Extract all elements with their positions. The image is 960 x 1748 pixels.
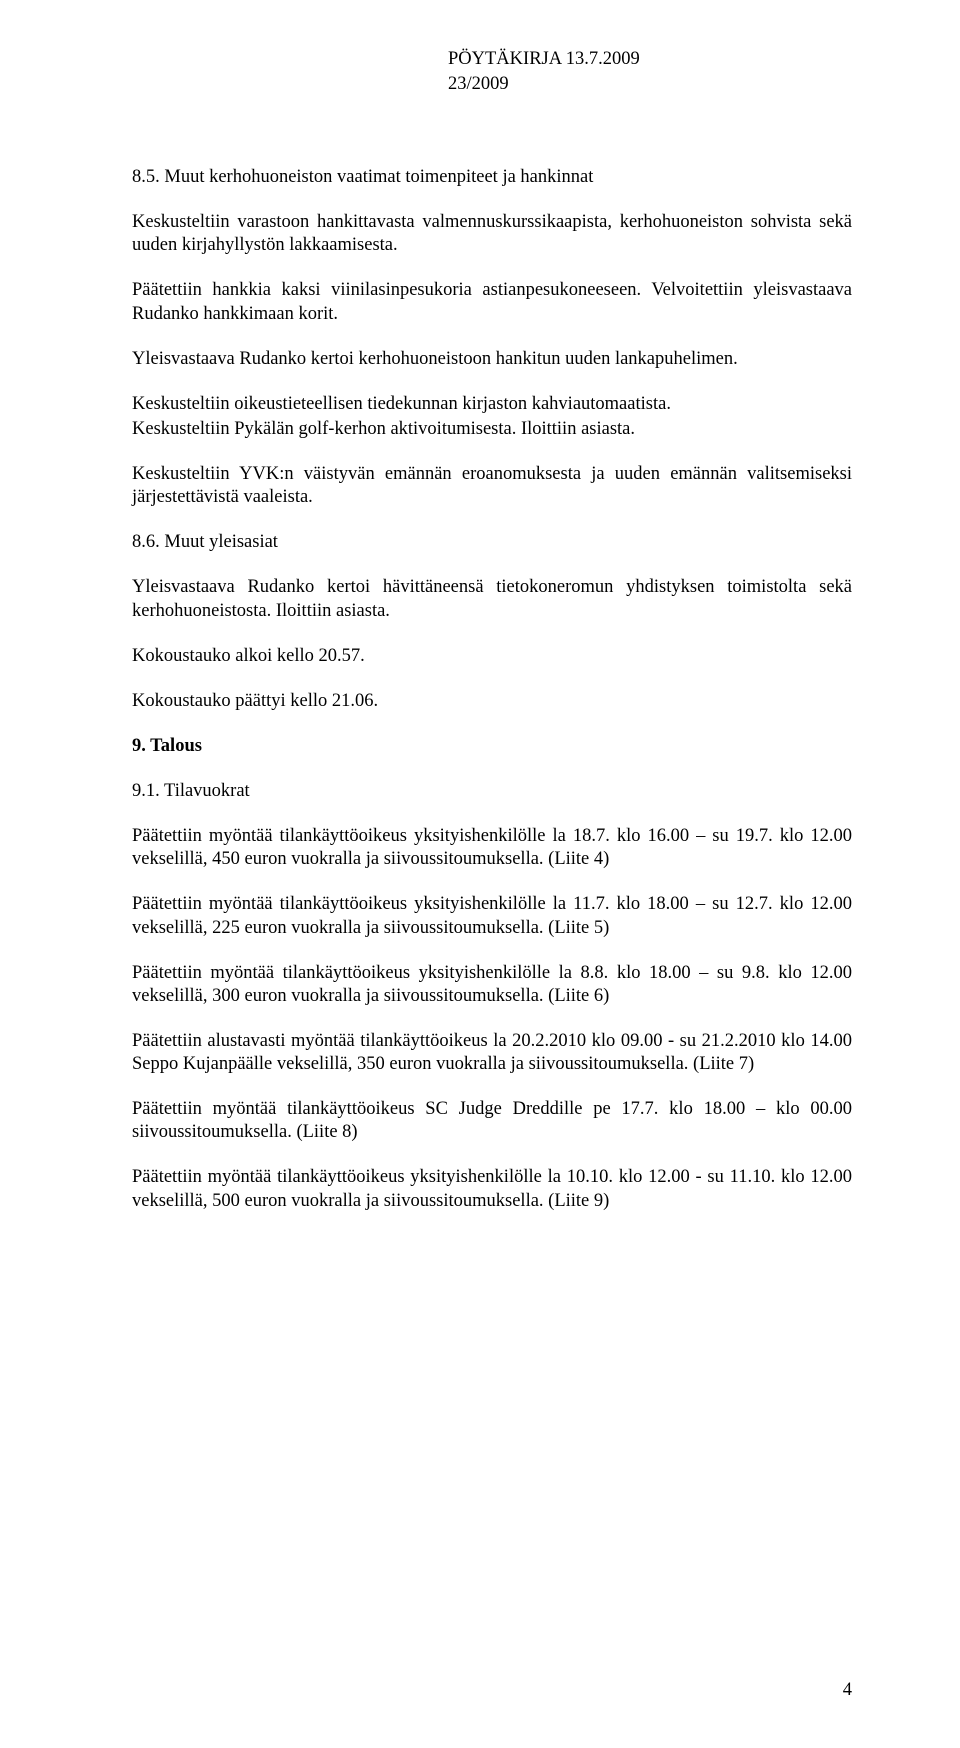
paragraph: Päätettiin myöntää tilankäyttöoikeus SC … [132,1098,852,1144]
paragraph: Päätettiin hankkia kaksi viinilasinpesuk… [132,279,852,325]
paragraph: Yleisvastaava Rudanko kertoi hävittäneen… [132,576,852,622]
paragraph: Kokoustauko alkoi kello 20.57. [132,645,852,668]
section-9-1-title: 9.1. Tilavuokrat [132,780,852,803]
paragraph: Keskusteltiin Pykälän golf-kerhon aktivo… [132,418,852,441]
section-8-5-title: 8.5. Muut kerhohuoneiston vaatimat toime… [132,166,852,189]
paragraph: Yleisvastaava Rudanko kertoi kerhohuonei… [132,348,852,371]
paragraph: Päätettiin myöntää tilankäyttöoikeus yks… [132,1166,852,1212]
header-line-2: 23/2009 [448,73,640,96]
paragraph: Päätettiin alustavasti myöntää tilankäyt… [132,1030,852,1076]
page-number: 4 [843,1679,852,1702]
section-8-6-title: 8.6. Muut yleisasiat [132,531,852,554]
paragraph: Kokoustauko päättyi kello 21.06. [132,690,852,713]
section-9-title: 9. Talous [132,735,852,758]
paragraph: Keskusteltiin varastoon hankittavasta va… [132,211,852,257]
paragraph: Päätettiin myöntää tilankäyttöoikeus yks… [132,893,852,939]
paragraph: Päätettiin myöntää tilankäyttöoikeus yks… [132,962,852,1008]
paragraph: Keskusteltiin YVK:n väistyvän emännän er… [132,463,852,509]
header-line-1: PÖYTÄKIRJA 13.7.2009 [448,48,640,71]
header-block: PÖYTÄKIRJA 13.7.2009 23/2009 [448,48,640,98]
document-body: 8.5. Muut kerhohuoneiston vaatimat toime… [132,166,852,1213]
paragraph: Päätettiin myöntää tilankäyttöoikeus yks… [132,825,852,871]
document-page: PÖYTÄKIRJA 13.7.2009 23/2009 8.5. Muut k… [0,0,960,1748]
paragraph: Keskusteltiin oikeustieteellisen tiedeku… [132,393,852,416]
